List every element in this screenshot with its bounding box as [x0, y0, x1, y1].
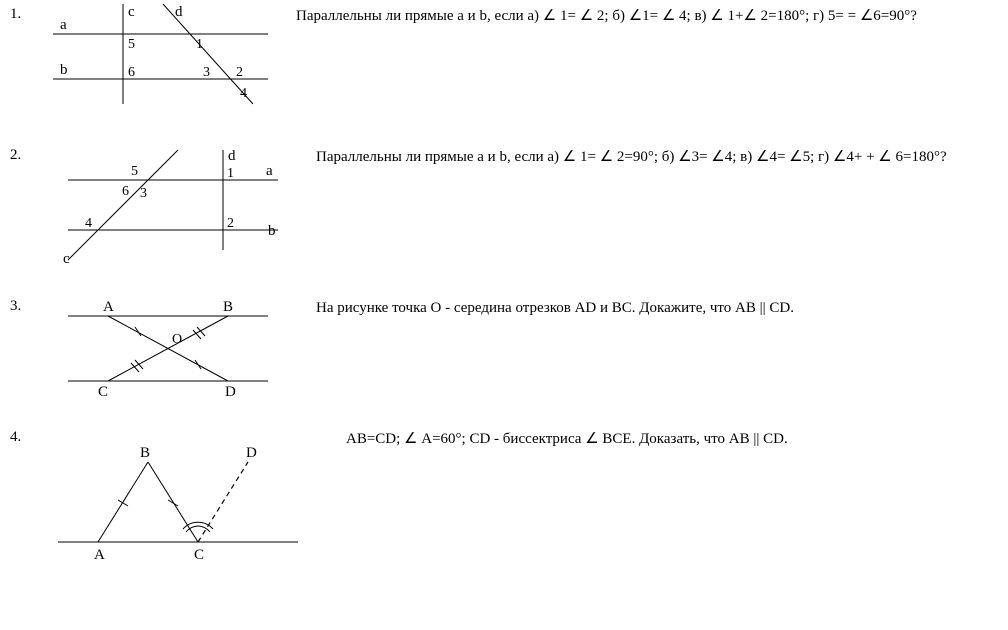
problem-number: 4.	[10, 427, 38, 446]
label-4: 4	[85, 216, 92, 231]
label-O: O	[172, 332, 182, 347]
label-c: c	[63, 251, 70, 265]
problem-text: Параллельны ли прямые a и b, если а) ∠ 1…	[316, 145, 998, 167]
label-5: 5	[131, 164, 138, 179]
label-d: d	[228, 148, 236, 164]
label-A: A	[103, 299, 114, 315]
label-C: C	[98, 384, 108, 396]
label-5: 5	[128, 37, 135, 52]
figure-3: A B C D O	[38, 296, 298, 401]
label-B: B	[140, 445, 150, 461]
label-B: B	[223, 299, 233, 315]
label-d: d	[175, 4, 183, 20]
problem-1: 1. a b c d 5 1 6 3 2 4 Параллельны ли пр…	[10, 4, 998, 119]
label-3: 3	[140, 186, 147, 201]
label-a: a	[60, 17, 67, 33]
label-2: 2	[227, 216, 234, 231]
label-D: D	[246, 445, 257, 461]
problem-3: 3. A B C D O На рисунке точка О -	[10, 296, 998, 401]
label-b: b	[60, 62, 68, 78]
problem-text: Параллельны ли прямые a и b, если а) ∠ 1…	[296, 4, 998, 26]
label-C: C	[194, 547, 204, 563]
figure-2: a b d c 5 1 6 3 4 2	[38, 145, 298, 270]
label-2: 2	[236, 65, 243, 80]
problem-number: 1.	[10, 4, 38, 23]
label-1: 1	[196, 37, 203, 52]
label-4: 4	[240, 86, 247, 101]
label-D: D	[225, 384, 236, 396]
label-6: 6	[122, 184, 129, 199]
problem-text: На рисунке точка О - середина отрезков А…	[316, 296, 998, 318]
problem-number: 2.	[10, 145, 38, 164]
label-a: a	[266, 163, 273, 179]
problem-2: 2. a b d c 5 1 6 3 4 2 Параллельны ли пр…	[10, 145, 998, 270]
label-3: 3	[203, 65, 210, 80]
problem-text: АВ=СD; ∠ А=60°; СD - биссектриса ∠ ВСЕ. …	[346, 427, 998, 449]
label-c: c	[128, 4, 135, 20]
figure-4: A B C D	[38, 427, 328, 572]
label-b: b	[268, 223, 276, 239]
problem-number: 3.	[10, 296, 38, 315]
label-6: 6	[128, 65, 135, 80]
figure-1: a b c d 5 1 6 3 2 4	[38, 4, 278, 119]
problem-4: 4. A B C D АВ=СD; ∠ А=60°; СD - биссект	[10, 427, 998, 572]
label-1: 1	[227, 166, 234, 181]
label-A: A	[94, 547, 105, 563]
